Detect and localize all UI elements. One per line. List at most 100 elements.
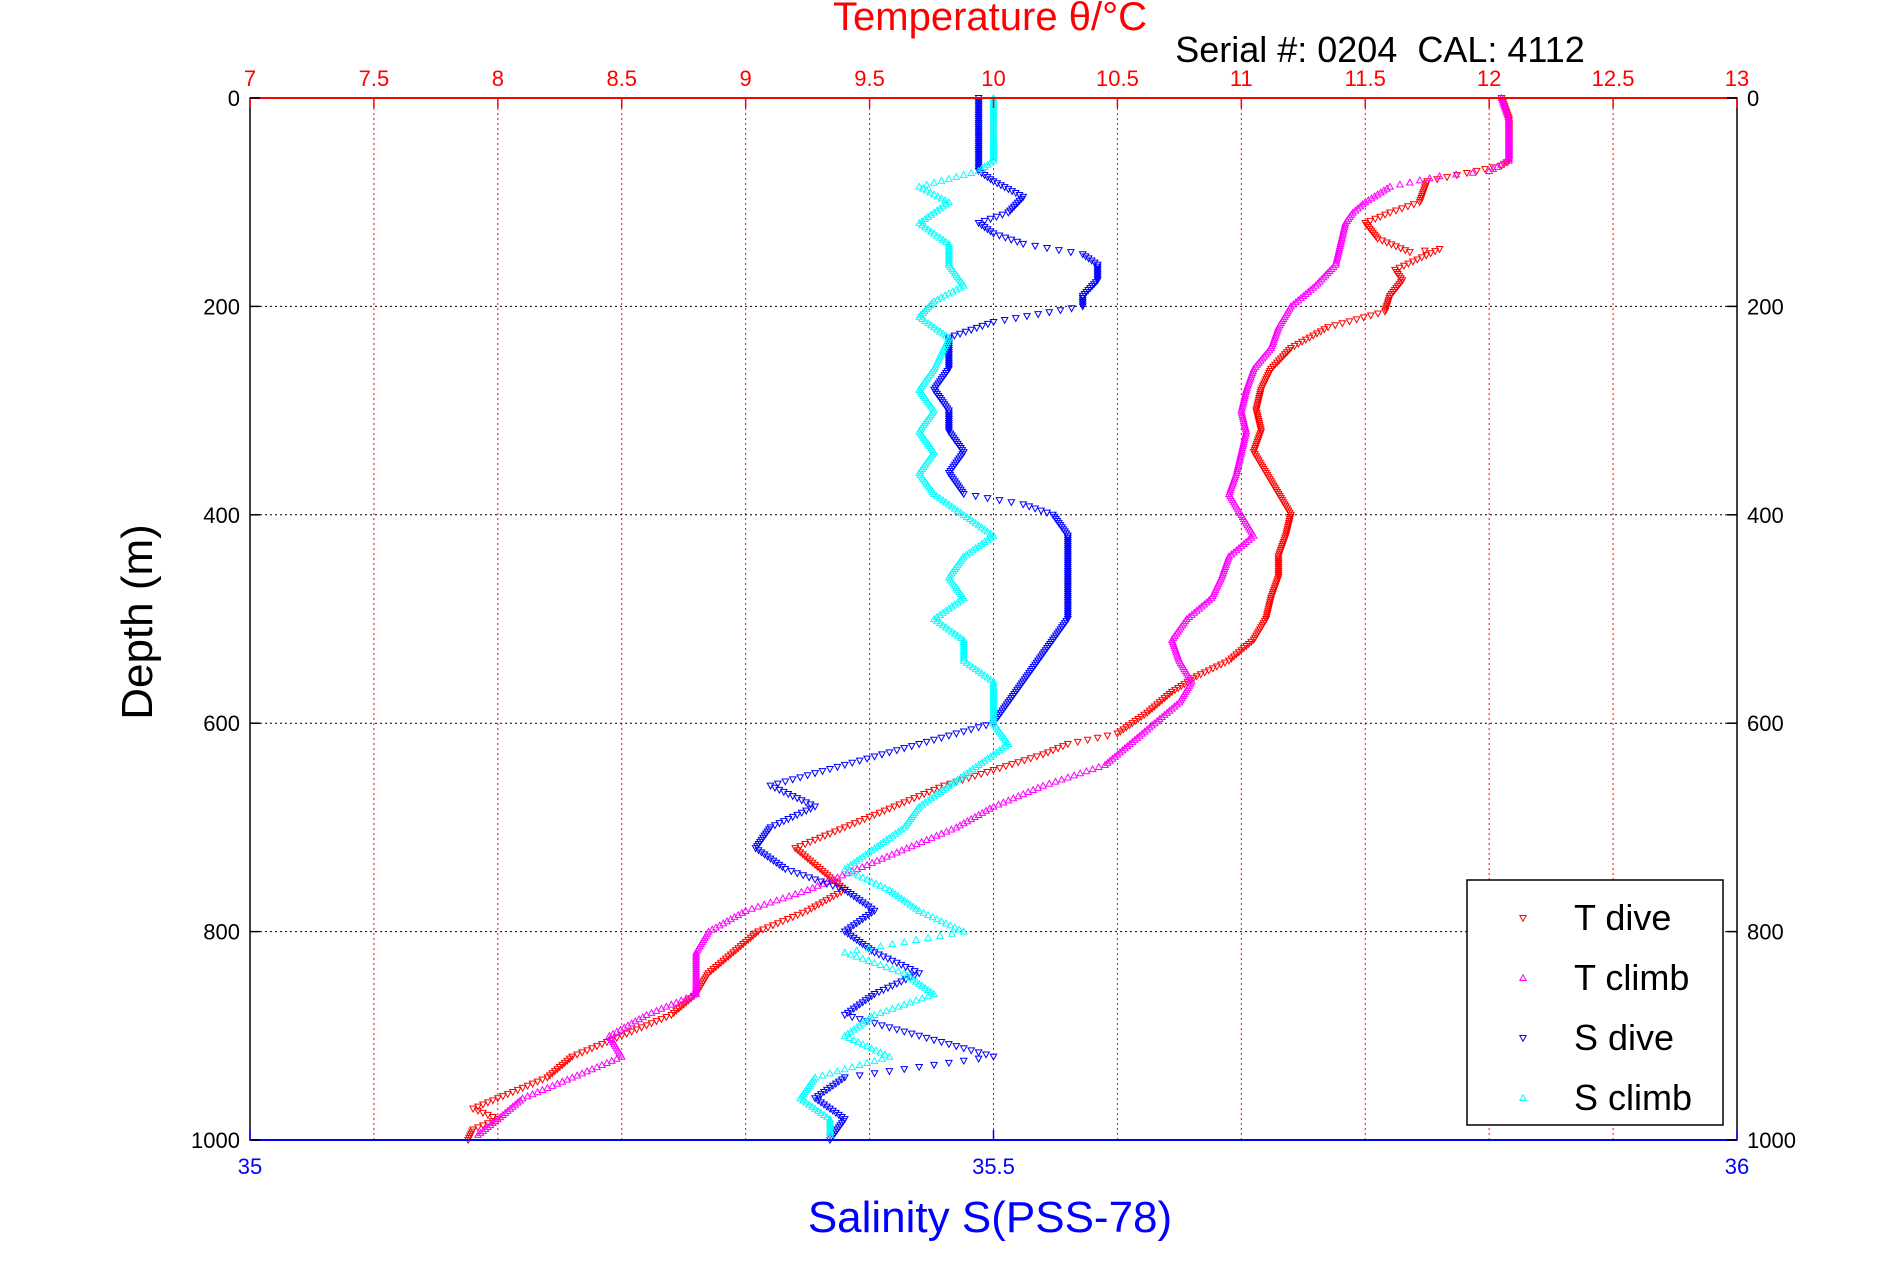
t-dive-point bbox=[1113, 730, 1122, 738]
s-climb-point bbox=[935, 493, 945, 502]
s-dive-point bbox=[811, 770, 820, 778]
s-climb-point bbox=[867, 1044, 876, 1052]
t-climb-point bbox=[1069, 771, 1079, 779]
s-climb-point bbox=[968, 662, 977, 670]
t-dive-point bbox=[796, 849, 805, 857]
s-climb-point bbox=[977, 523, 986, 531]
s-climb-point bbox=[929, 989, 939, 998]
s-dive-point bbox=[900, 745, 909, 753]
t-dive-point bbox=[1272, 359, 1282, 367]
t-dive-point bbox=[813, 863, 822, 872]
t-dive-point bbox=[818, 868, 827, 876]
s-climb-point bbox=[929, 208, 939, 216]
t-dive-point bbox=[637, 1024, 646, 1032]
s-climb-point bbox=[950, 629, 959, 637]
s-climb-point bbox=[935, 931, 945, 939]
s-climb-point bbox=[840, 864, 849, 873]
s-dive-point bbox=[974, 165, 983, 174]
s-climb-point bbox=[952, 172, 961, 180]
t-climb-point bbox=[853, 864, 862, 873]
s-dive-point bbox=[811, 876, 820, 884]
s-dive-point bbox=[852, 920, 861, 928]
s-dive-point bbox=[974, 99, 983, 107]
t-dive-point bbox=[995, 765, 1004, 773]
s-dive-point bbox=[855, 757, 864, 765]
t-climb-point bbox=[942, 827, 951, 835]
s-climb-point bbox=[974, 760, 983, 768]
s-dive-point bbox=[885, 1068, 894, 1076]
t-dive-point bbox=[1403, 203, 1412, 211]
s-climb-point bbox=[983, 160, 992, 168]
t-climb-point bbox=[1088, 764, 1097, 773]
temperature-tick-label: 7.5 bbox=[359, 66, 390, 91]
t-dive-point bbox=[1155, 699, 1164, 707]
s-climb-point bbox=[944, 258, 953, 266]
temperature-tick-label: 11.5 bbox=[1345, 66, 1386, 91]
t-dive-point bbox=[1063, 740, 1072, 749]
t-climb-point bbox=[677, 996, 686, 1004]
temperature-tick-label: 13 bbox=[1725, 66, 1749, 91]
s-dive-point bbox=[828, 1107, 837, 1116]
t-dive-point bbox=[1093, 734, 1102, 743]
s-dive-point bbox=[861, 901, 870, 909]
s-dive-point bbox=[915, 1032, 924, 1041]
t-dive-point bbox=[1227, 655, 1236, 663]
s-dive-point bbox=[1090, 259, 1099, 267]
t-dive-point bbox=[632, 1026, 641, 1034]
s-climb-point bbox=[941, 200, 950, 208]
depth-tick-label-left: 600 bbox=[203, 711, 240, 736]
s-climb-point bbox=[849, 869, 858, 877]
t-dive-point bbox=[612, 1034, 621, 1043]
s-dive-point bbox=[1063, 586, 1072, 595]
t-dive-point bbox=[1239, 645, 1248, 653]
t-dive-point bbox=[773, 920, 782, 928]
s-dive-point bbox=[1091, 279, 1100, 287]
s-dive-point bbox=[1093, 275, 1102, 283]
s-dive-point bbox=[1078, 251, 1087, 259]
t-climb-point bbox=[1500, 158, 1510, 166]
t-climb-point bbox=[583, 1066, 592, 1075]
s-climb-point bbox=[941, 606, 950, 614]
t-dive-point bbox=[1298, 338, 1307, 347]
s-dive-point bbox=[974, 132, 983, 140]
s-dive-point bbox=[907, 1030, 916, 1038]
legend-marker-t-climb bbox=[1518, 973, 1528, 982]
s-dive-point bbox=[1004, 209, 1013, 217]
s-dive-point bbox=[843, 888, 852, 897]
t-dive-point bbox=[1409, 201, 1418, 209]
t-dive-point bbox=[818, 899, 827, 907]
s-climb-point bbox=[876, 941, 885, 950]
s-climb-point bbox=[918, 981, 927, 989]
t-climb-point bbox=[692, 985, 701, 994]
t-dive-point bbox=[669, 1009, 678, 1018]
s-climb-point bbox=[921, 214, 930, 222]
t-climb-point bbox=[912, 839, 921, 848]
t-dive-point bbox=[714, 961, 723, 970]
t-dive-point bbox=[825, 830, 834, 838]
t-climb-point bbox=[667, 1000, 676, 1008]
s-dive-point bbox=[974, 103, 983, 111]
t-dive-point bbox=[1381, 211, 1390, 219]
t-climb-point bbox=[631, 1016, 640, 1025]
t-dive-point bbox=[1234, 649, 1243, 657]
s-climb-point bbox=[877, 1054, 887, 1062]
s-dive-point bbox=[944, 732, 953, 740]
s-dive-point bbox=[846, 1007, 855, 1016]
t-dive-point bbox=[1119, 726, 1128, 734]
s-dive-point bbox=[974, 113, 983, 121]
s-dive-point bbox=[959, 1057, 968, 1066]
t-dive-point bbox=[746, 934, 755, 943]
s-dive-point bbox=[843, 926, 852, 934]
s-dive-point bbox=[885, 749, 894, 757]
t-dive-point bbox=[1083, 736, 1092, 745]
t-dive-point bbox=[798, 851, 807, 859]
t-climb-point bbox=[1415, 176, 1424, 184]
t-dive-point bbox=[1472, 167, 1481, 176]
t-dive-point bbox=[1116, 728, 1125, 736]
s-climb-point bbox=[867, 846, 876, 854]
t-climb-point bbox=[1241, 425, 1250, 433]
s-climb-point bbox=[989, 154, 998, 162]
s-dive-point bbox=[1093, 269, 1102, 277]
t-dive-point bbox=[711, 963, 720, 972]
s-dive-point bbox=[974, 140, 983, 149]
